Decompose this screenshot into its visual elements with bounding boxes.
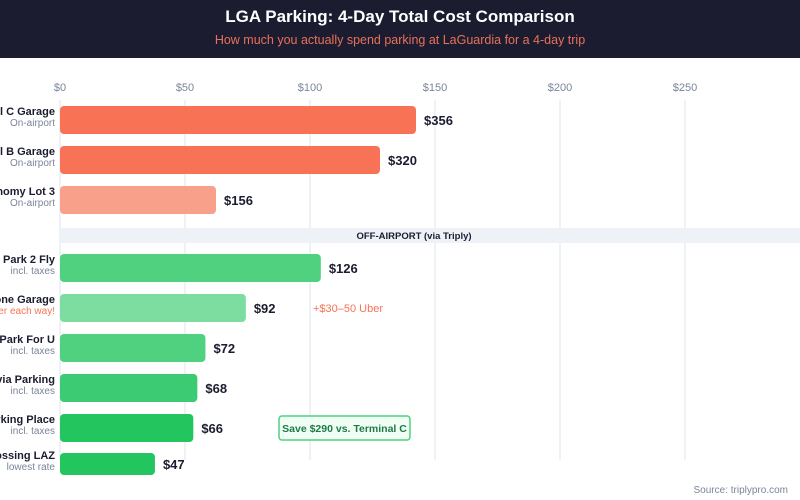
bar [60,186,216,214]
row-name: l B Garage [0,146,55,158]
value-label: $356 [424,113,453,128]
row-sublabel: On-airport [9,198,55,209]
value-label: $68 [205,381,227,396]
chart-header: LGA Parking: 4-Day Total Cost Comparison… [0,0,800,58]
bar [60,294,246,322]
row-sublabel: On-airport [9,158,55,169]
row-label: nomy Lot 3 On-airport [0,186,55,209]
annotation-note: +$30–50 Uber [313,303,383,315]
row-name: rking Place [0,414,55,426]
bar [60,146,380,174]
bar [60,334,206,362]
bar [60,254,321,282]
row-label: rking Place incl. taxes [0,414,55,437]
row-name: nomy Lot 3 [0,186,55,198]
row-label: ossing LAZ lowest rate [0,450,55,473]
value-label: $47 [163,457,185,472]
x-tick-label: $200 [548,82,572,94]
row-sublabel: incl. taxes [10,266,55,277]
bar [60,414,194,442]
value-label: $66 [201,421,223,436]
row-sublabel: incl. taxes [10,346,55,357]
chart-title: LGA Parking: 4-Day Total Cost Comparison [225,7,575,26]
row-label: Park 2 Fly incl. taxes [3,254,55,277]
row-label: l B Garage On-airport [0,146,55,169]
row-name: l C Garage [0,106,55,118]
row-label: one Garage er each way! [0,294,55,317]
savings-callout-box [278,415,411,441]
bar [60,374,198,402]
value-label: $126 [329,261,358,276]
chart-subtitle: How much you actually spend parking at L… [214,33,586,47]
row-name: via Parking [0,374,55,386]
row-sublabel: lowest rate [6,462,55,473]
row-sublabel: er each way! [0,306,55,317]
x-tick-label: $100 [298,82,322,94]
x-tick-label: $250 [673,82,697,94]
row-name: one Garage [0,294,55,306]
savings-callout: Save $290 vs. Terminal C [282,423,407,435]
section-band [60,228,800,243]
value-label: $72 [213,341,235,356]
row-name: ossing LAZ [0,450,55,462]
value-label: $92 [254,301,276,316]
row-sublabel: incl. taxes [10,386,55,397]
value-label: $320 [388,153,417,168]
x-tick-label: $0 [54,82,66,94]
row-sublabel: On-airport [9,118,55,129]
x-tick-label: $50 [176,82,194,94]
source-note: Source: triplypro.com [693,485,788,496]
row-sublabel: incl. taxes [10,426,55,437]
bar [60,453,155,475]
row-name: Park 2 Fly [3,254,55,266]
x-tick-label: $150 [423,82,447,94]
row-label: l C Garage On-airport [0,106,55,129]
row-name: Park For U [0,334,55,346]
section-label: OFF-AIRPORT (via Triply) [356,231,471,242]
row-label: via Parking incl. taxes [0,374,55,397]
bar [60,106,416,134]
value-label: $156 [224,193,253,208]
